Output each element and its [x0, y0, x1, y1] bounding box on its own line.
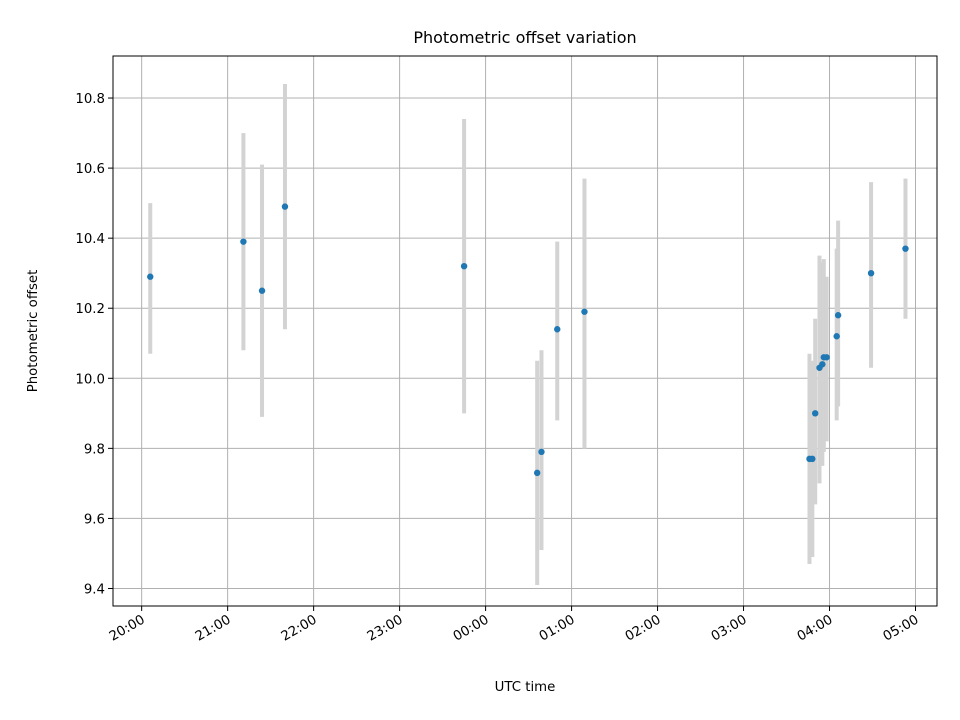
- x-tick-label: 22:00: [279, 612, 320, 644]
- x-axis-label: UTC time: [495, 680, 556, 695]
- x-tick-label: 21:00: [193, 612, 234, 644]
- chart-title: Photometric offset variation: [413, 28, 636, 47]
- data-point: [460, 262, 468, 270]
- data-point: [554, 326, 561, 333]
- grid: [113, 56, 937, 606]
- data-point: [281, 203, 289, 210]
- x-tick-label: 01:00: [537, 612, 578, 644]
- y-tick-label: 10.8: [75, 92, 105, 107]
- y-tick-label: 10.0: [75, 372, 105, 387]
- y-axis-label: Photometric offset: [26, 270, 41, 393]
- x-tick-label: 00:00: [451, 612, 492, 644]
- data-point: [258, 287, 266, 294]
- data-point: [240, 238, 247, 245]
- y-axis-ticks: 9.4 9.6 9.8 10.0 10.2 10.4 10.6 10.8: [75, 92, 113, 597]
- x-axis-ticks: 20:00 21:00 22:00 23:00 00:00 01:00 02:00 03:00…: [107, 606, 922, 645]
- data-point: [581, 308, 588, 315]
- axes-frame: [112, 55, 938, 607]
- x-tick-label: 02:00: [623, 612, 664, 644]
- data-point: [833, 333, 840, 340]
- y-tick-label: 10.4: [75, 232, 105, 247]
- x-tick-label: 23:00: [365, 612, 406, 644]
- x-tick-label: 04:00: [795, 612, 836, 644]
- data-points: [147, 203, 909, 477]
- x-tick-label: 05:00: [881, 612, 922, 644]
- x-tick-label: 03:00: [709, 612, 750, 644]
- data-point: [811, 410, 819, 417]
- data-point: [823, 354, 830, 361]
- y-tick-label: 10.2: [75, 302, 105, 317]
- data-point: [834, 312, 842, 319]
- data-point: [809, 455, 816, 463]
- error-bars: [148, 84, 908, 585]
- y-tick-label: 9.4: [84, 582, 105, 597]
- x-tick-label: 20:00: [107, 612, 148, 644]
- data-point: [867, 269, 875, 277]
- y-tick-label: 9.6: [84, 512, 105, 527]
- y-tick-label: 10.6: [75, 162, 105, 177]
- data-point: [147, 273, 154, 280]
- y-tick-label: 9.8: [84, 442, 105, 457]
- data-point: [902, 245, 909, 252]
- data-point: [533, 469, 541, 477]
- data-point: [538, 448, 545, 456]
- data-point: [819, 361, 826, 368]
